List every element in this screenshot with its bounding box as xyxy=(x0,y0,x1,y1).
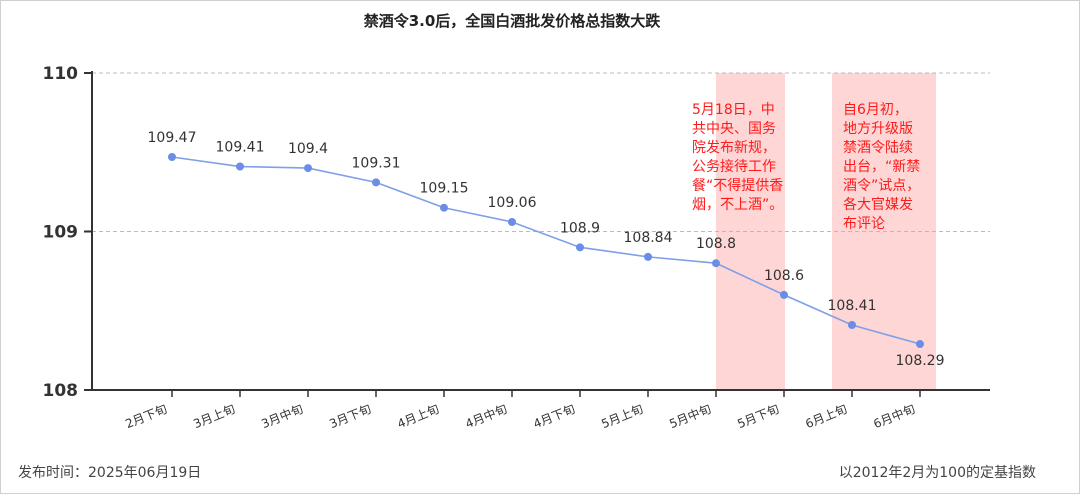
data-label: 108.41 xyxy=(828,298,877,314)
data-label: 109.15 xyxy=(420,181,469,197)
data-label: 108.8 xyxy=(696,236,736,252)
annotation-line: 共中央、国务 xyxy=(692,121,776,137)
annotation-line: 5月18日，中 xyxy=(692,102,775,118)
x-tick-label: 4月下旬 xyxy=(531,402,577,431)
annotation-line: 各大官媒发 xyxy=(843,197,913,213)
chart-title: 禁酒令3.0后，全国白酒批发价格总指数大跌 xyxy=(364,12,662,30)
data-point xyxy=(576,243,584,252)
publish-time: 发布时间：2025年06月19日 xyxy=(18,465,201,481)
data-point xyxy=(372,178,380,187)
x-tick-label: 6月上旬 xyxy=(803,402,849,431)
data-label: 108.6 xyxy=(764,268,804,284)
data-label: 109.4 xyxy=(288,141,328,157)
data-label: 108.29 xyxy=(896,353,945,369)
x-tick-label: 3月下旬 xyxy=(327,402,373,431)
x-tick-label: 5月上旬 xyxy=(599,402,645,431)
data-point xyxy=(848,321,856,330)
x-tick-label: 5月下旬 xyxy=(735,402,781,431)
annotation-line: 自6月初， xyxy=(843,101,908,118)
data-label: 109.41 xyxy=(216,140,265,156)
x-tick-label: 5月中旬 xyxy=(667,401,713,431)
data-point xyxy=(236,162,244,171)
data-point xyxy=(440,203,448,212)
annotation-line: 院发布新规， xyxy=(692,140,776,156)
data-label: 109.31 xyxy=(352,155,401,171)
annotation-line: 出台，“新禁 xyxy=(843,159,920,175)
data-label: 109.06 xyxy=(488,195,537,211)
data-point xyxy=(916,340,924,349)
x-tick-label: 4月上旬 xyxy=(395,402,441,431)
annotation-line: 餐“不得提供香 xyxy=(692,177,783,194)
x-tick-label: 6月中旬 xyxy=(871,401,917,431)
annotation-line: 禁酒令陆续 xyxy=(843,139,913,156)
y-tick-label: 108 xyxy=(43,381,79,401)
data-point xyxy=(780,290,788,299)
data-label: 108.9 xyxy=(560,220,600,236)
x-tick-label: 3月上旬 xyxy=(191,402,237,431)
annotation-line: 烟，不上酒”。 xyxy=(692,197,783,213)
data-point xyxy=(168,153,176,162)
annotation-line: 酒令”试点， xyxy=(843,178,920,194)
y-tick-label: 109 xyxy=(43,223,79,243)
annotation-line: 地方升级版 xyxy=(843,121,913,137)
series-line xyxy=(171,156,921,345)
x-tick-label: 2月下旬 xyxy=(123,402,169,431)
x-tick-label: 3月中旬 xyxy=(259,401,305,431)
data-point xyxy=(508,217,516,226)
y-tick-label: 110 xyxy=(43,64,79,84)
data-point xyxy=(644,252,652,261)
data-label: 108.84 xyxy=(624,230,673,246)
x-tick-label: 4月中旬 xyxy=(463,401,509,431)
annotation-line: 公务接待工作 xyxy=(692,158,776,175)
base-index-note: 以2012年2月为100的定基指数 xyxy=(839,464,1036,481)
data-label: 109.47 xyxy=(148,130,197,146)
data-point xyxy=(304,164,312,173)
annotation-line: 布评论 xyxy=(843,216,885,232)
data-point xyxy=(712,259,720,268)
